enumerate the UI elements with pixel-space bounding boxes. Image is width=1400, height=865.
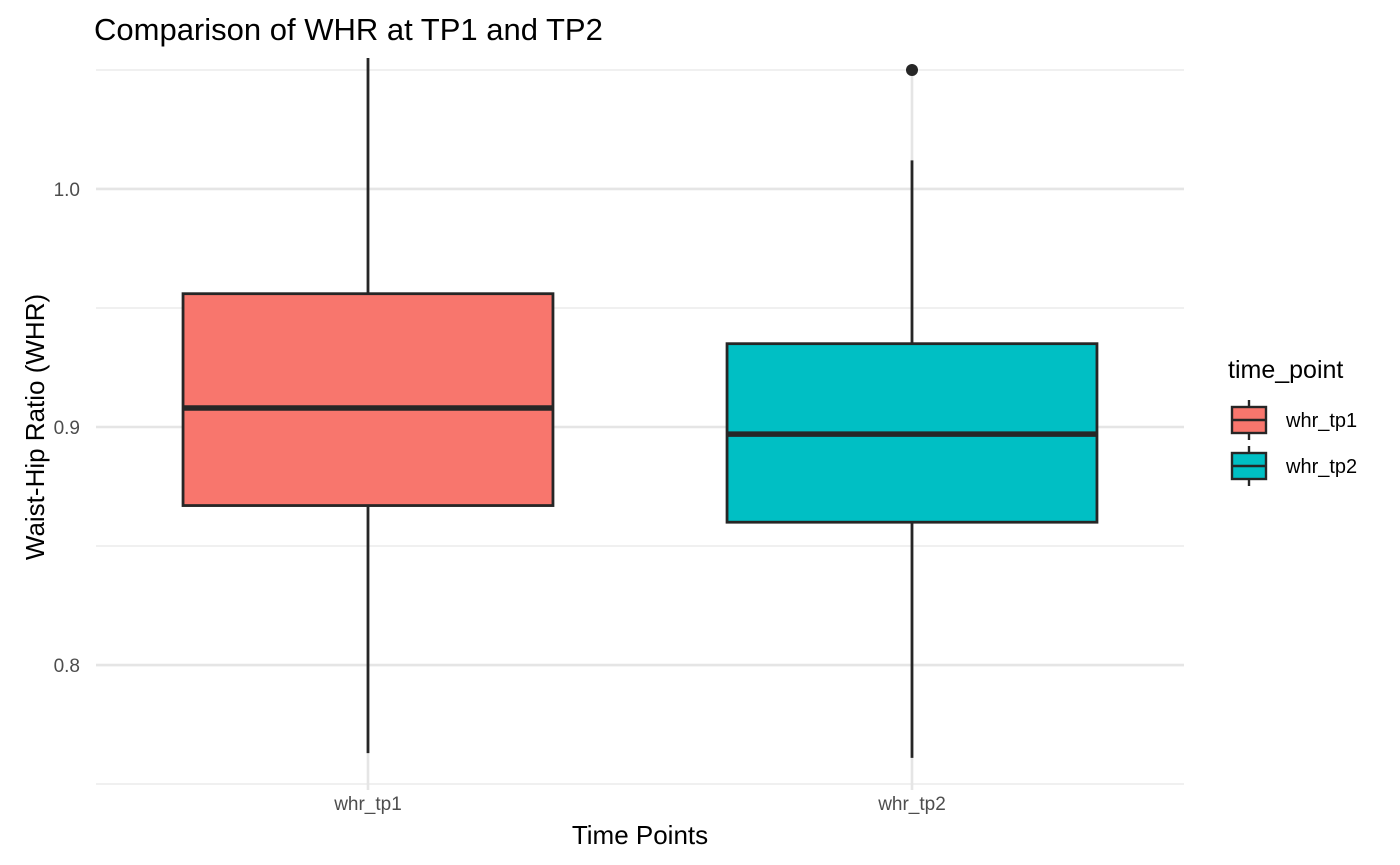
legend-item-whr_tp1: whr_tp1 [1230, 400, 1357, 440]
y-tick-label: 0.9 [54, 418, 80, 439]
y-axis-title: Waist-Hip Ratio (WHR) [20, 294, 50, 560]
legend-label: whr_tp2 [1285, 456, 1357, 478]
y-tick-label: 0.8 [54, 656, 80, 677]
chart-title: Comparison of WHR at TP1 and TP2 [94, 12, 603, 47]
legend-label: whr_tp1 [1285, 410, 1357, 432]
axis-layer: 0.8 0.9 1.0 whr_tp1 whr_tp2 [54, 180, 946, 815]
x-axis-title: Time Points [572, 820, 708, 850]
x-tick-label: whr_tp1 [333, 794, 402, 815]
box-iqr [181, 292, 555, 507]
legend-title: time_point [1228, 356, 1343, 384]
legend: whr_tp1 whr_tp2 [1230, 400, 1357, 486]
legend-item-whr_tp2: whr_tp2 [1230, 446, 1357, 486]
x-tick-label: whr_tp2 [877, 794, 946, 815]
box-layer [181, 58, 1099, 758]
outlier-point [906, 63, 918, 76]
box-whr_tp2 [725, 63, 1099, 758]
box-whr_tp1 [181, 58, 555, 754]
y-tick-label: 1.0 [54, 180, 80, 201]
